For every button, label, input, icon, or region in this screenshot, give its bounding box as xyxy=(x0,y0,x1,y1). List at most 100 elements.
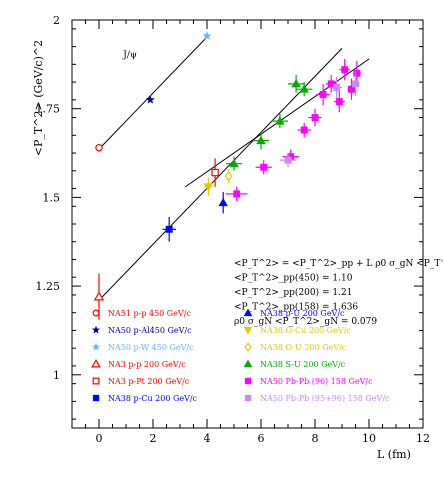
data-points xyxy=(93,31,361,320)
data-point xyxy=(202,31,212,40)
data-point xyxy=(165,225,173,233)
legend-item-6: NA38 p-U 200 GeV/c xyxy=(243,308,345,318)
legend-marker xyxy=(244,394,252,402)
data-point xyxy=(211,168,219,177)
legend-label: NA38 S-U 200 GeV/c xyxy=(260,360,346,369)
data-point xyxy=(341,66,349,74)
legend-marker xyxy=(92,377,100,385)
legend-item-10: NA50 Pb-Pb (96) 158 GeV/c xyxy=(244,377,373,386)
x-axis-label: L (fm) xyxy=(377,448,411,461)
series-7 xyxy=(203,177,214,196)
series-10 xyxy=(225,59,361,201)
legend-item-4: NA3 p-Pt 200 GeV/c xyxy=(92,377,190,386)
legend-marker xyxy=(92,309,100,317)
legend-marker xyxy=(91,358,101,368)
y-axis-label: <P_T^2> (GeV/c)^2 xyxy=(32,40,45,156)
series-4 xyxy=(211,158,219,187)
data-point xyxy=(260,163,268,171)
legend-item-7: NA38 O-Cu 200 GeV/c xyxy=(243,326,351,335)
x-tick-label: 12 xyxy=(416,432,430,445)
legend-item-5: NA38 p-Cu 200 GeV/c xyxy=(92,394,198,403)
x-tick-label: 8 xyxy=(312,432,319,445)
series-5 xyxy=(162,216,176,242)
legend-label: NA38 O-Cu 200 GeV/c xyxy=(260,326,351,335)
legend-item-3: NA3 p-p 200 GeV/c xyxy=(91,358,186,369)
legend-marker xyxy=(244,342,252,352)
series-6 xyxy=(218,192,228,214)
legend-marker xyxy=(243,308,253,317)
formula-line-4: ρ0 σ_gN <P_T^2>_gN = 0.079 xyxy=(234,317,377,327)
data-point xyxy=(353,69,361,77)
data-point xyxy=(327,80,335,88)
legend-label: NA50 Pb-Pb (96) 158 GeV/c xyxy=(260,377,373,386)
data-point xyxy=(93,291,105,301)
legend-label: NA51 p-p 450 GeV/c xyxy=(108,309,191,318)
y-tick-label: 1.75 xyxy=(36,103,61,116)
legend-item-1: NA50 p-Al450 GeV/c xyxy=(91,325,192,335)
x-tick-label: 10 xyxy=(362,432,376,445)
legend-marker xyxy=(243,359,253,368)
annotation-label: J/ψ xyxy=(122,50,137,60)
y-tick-label: 1.5 xyxy=(43,191,61,204)
data-point xyxy=(284,156,292,164)
series-2 xyxy=(202,31,212,40)
series-9 xyxy=(225,74,313,171)
data-point xyxy=(275,116,285,125)
data-point xyxy=(300,126,308,134)
x-tick-label: 0 xyxy=(96,432,103,445)
formula-line-2: <P_T^2>_pp(200) = 1.21 xyxy=(234,287,352,298)
x-tick-label: 6 xyxy=(258,432,265,445)
data-point xyxy=(218,197,228,207)
data-point xyxy=(95,143,103,152)
data-point xyxy=(233,190,241,198)
legend-item-8: NA38 O-U 200 GeV/c xyxy=(244,342,347,352)
data-point xyxy=(203,183,214,192)
legend-label: NA38 O-U 200 GeV/c xyxy=(260,343,347,352)
y-tick-label: 1 xyxy=(53,369,60,382)
legend-marker xyxy=(92,394,100,402)
y-tick-label: 1.25 xyxy=(36,280,61,293)
data-point xyxy=(291,79,301,88)
formula-line-0: <P_T^2> = <P_T^2>_pp + L ρ0 σ_gN <P_T^2>… xyxy=(234,259,443,269)
formula-line-1: <P_T^2>_pp(450) = 1.10 xyxy=(234,272,353,283)
legend-marker xyxy=(244,377,252,385)
x-tick-label: 2 xyxy=(150,432,157,445)
legend-label: NA50 p-Al450 GeV/c xyxy=(108,326,192,335)
series-1 xyxy=(145,95,155,104)
legend-item-9: NA38 S-U 200 GeV/c xyxy=(243,359,346,369)
legend-item-11: NA50 Pb-Pb (95+96) 158 GeV/c xyxy=(244,394,390,403)
legend-label: NA50 Pb-Pb (95+96) 158 GeV/c xyxy=(260,394,390,403)
axis-ticks: 0 2 4 6 8 10 12 1 1.25 1.5 1.75 2 xyxy=(36,14,431,445)
legend-marker xyxy=(91,325,101,334)
data-point xyxy=(299,84,309,93)
legend-item-2: NA50 p-W 450 GeV/c xyxy=(91,342,194,352)
data-point xyxy=(335,98,343,106)
legend-label: NA38 p-Cu 200 GeV/c xyxy=(108,394,198,403)
data-point xyxy=(224,170,233,182)
fit-line xyxy=(98,36,208,150)
series-0 xyxy=(95,143,103,152)
y-tick-label: 2 xyxy=(53,14,60,27)
data-point xyxy=(319,91,327,98)
data-point xyxy=(347,85,355,93)
legend: NA51 p-p 450 GeV/c NA50 p-Al450 GeV/c NA50… xyxy=(91,308,390,403)
series-8 xyxy=(224,169,233,184)
legend-marker xyxy=(91,342,101,351)
series-11 xyxy=(279,71,360,168)
data-point xyxy=(229,158,239,168)
chart-text: L (fm) <P_T^2> (GeV/c)^2 J/ψ <P_T^2> = <P_T… xyxy=(32,40,443,461)
legend-marker xyxy=(243,326,253,335)
x-tick-label: 4 xyxy=(204,432,211,445)
legend-label: NA3 p-Pt 200 GeV/c xyxy=(108,377,190,386)
formula-line-3: <P_T^2>_pp(158) = 1.636 xyxy=(234,301,358,312)
data-point xyxy=(311,114,319,122)
legend-label: NA3 p-p 200 GeV/c xyxy=(108,360,186,369)
data-point xyxy=(333,83,341,91)
legend-label: NA50 p-W 450 GeV/c xyxy=(108,343,194,352)
data-point xyxy=(145,95,155,104)
data-point xyxy=(256,135,266,145)
data-point xyxy=(352,80,359,88)
legend-label: NA38 p-U 200 GeV/c xyxy=(260,309,345,318)
legend-item-0: NA51 p-p 450 GeV/c xyxy=(92,309,191,318)
